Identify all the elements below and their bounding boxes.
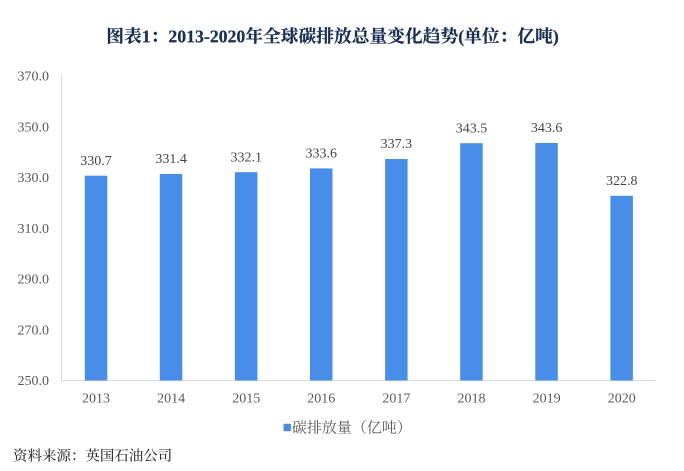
svg-text:250.0: 250.0 xyxy=(18,374,50,389)
svg-text:343.5: 343.5 xyxy=(456,121,488,136)
svg-text:2019: 2019 xyxy=(533,391,561,406)
svg-text:332.1: 332.1 xyxy=(230,150,262,165)
svg-text:2020: 2020 xyxy=(608,391,636,406)
svg-text:370.0: 370.0 xyxy=(18,70,50,85)
svg-text:322.8: 322.8 xyxy=(606,174,638,189)
svg-text:333.6: 333.6 xyxy=(306,147,338,162)
svg-text:2015: 2015 xyxy=(232,391,260,406)
svg-text:2014: 2014 xyxy=(157,391,185,406)
svg-text:270.0: 270.0 xyxy=(18,323,50,338)
svg-text:343.6: 343.6 xyxy=(531,121,563,136)
svg-text:330.7: 330.7 xyxy=(80,154,112,169)
svg-text:2013: 2013 xyxy=(82,391,110,406)
svg-text:350.0: 350.0 xyxy=(18,120,50,135)
svg-text:330.0: 330.0 xyxy=(18,171,50,186)
svg-text:2017: 2017 xyxy=(382,391,410,406)
svg-text:337.3: 337.3 xyxy=(381,137,413,152)
svg-text:331.4: 331.4 xyxy=(155,152,187,167)
svg-text:2018: 2018 xyxy=(458,391,486,406)
svg-text:310.0: 310.0 xyxy=(18,222,50,237)
svg-text:2016: 2016 xyxy=(307,391,335,406)
svg-text:290.0: 290.0 xyxy=(18,273,50,288)
